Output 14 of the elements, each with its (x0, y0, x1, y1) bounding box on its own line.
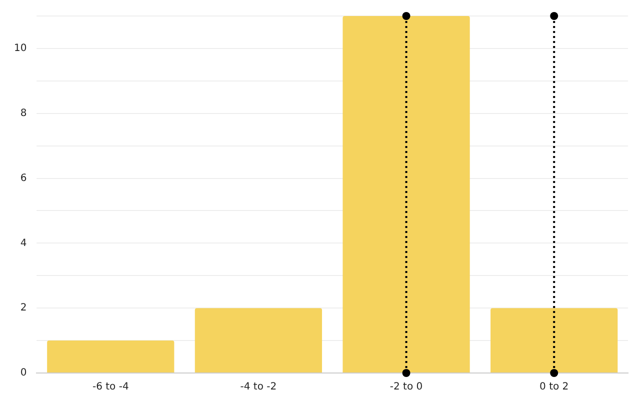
y-tick-label: 0 (20, 368, 27, 379)
y-tick-label: 10 (14, 43, 27, 54)
x-tick-label: -6 to -4 (92, 382, 129, 393)
bar (490, 308, 618, 372)
bar (342, 16, 470, 372)
y-tick-label: 8 (20, 108, 27, 119)
bar (194, 308, 322, 372)
x-tick-label: 0 to 2 (540, 382, 569, 393)
y-tick-label: 2 (20, 302, 27, 314)
y-tick-label: 6 (20, 172, 27, 184)
x-tick-label: -2 to 0 (390, 382, 423, 393)
y-tick-label: 4 (20, 238, 27, 249)
bar (47, 340, 174, 372)
x-tick-label: -4 to -2 (240, 382, 277, 393)
